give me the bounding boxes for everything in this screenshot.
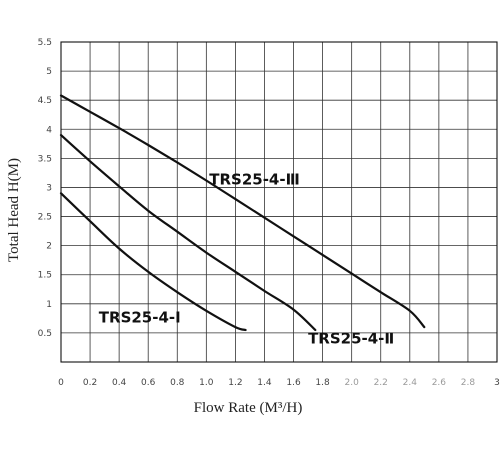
x-tick-label: 1.4: [257, 378, 272, 388]
x-tick-label: 0.6: [141, 378, 156, 388]
x-tick-label: 3: [494, 378, 500, 388]
y-tick-label: 5: [46, 67, 52, 77]
x-tick-label: 2.4: [403, 378, 418, 388]
y-tick-label: 1: [46, 300, 52, 310]
x-tick-label: 1.6: [286, 378, 301, 388]
x-tick-label: 0.4: [112, 378, 127, 388]
x-tick-label: 2.2: [374, 378, 388, 388]
x-tick-label: 2.8: [461, 378, 476, 388]
series-line: [59, 94, 426, 329]
series-labels: TRS25-4-Ⅲ TRS25-4-Ⅱ TRS25-4-Ⅰ: [99, 171, 395, 348]
series-label: TRS25-4-Ⅲ: [209, 171, 300, 189]
series-line: [59, 134, 317, 332]
x-tick-label: 2.6: [432, 378, 447, 388]
y-tick-label: 4: [46, 125, 52, 135]
y-axis-title: Total Head H(M): [6, 158, 22, 262]
x-tick-labels: 0 0.2 0.4 0.6 0.8 1.0 1.2 1.4 1.6 1.8 2.0 2.2 2.4 2.6…: [58, 378, 500, 388]
y-tick-labels: 0.5 1 1.5 2 2.5 3 3.5 4 4.5 5 5.5: [38, 38, 53, 339]
series-label: TRS25-4-Ⅰ: [99, 308, 181, 326]
y-tick-label: 5.5: [38, 38, 52, 48]
curves: [59, 94, 426, 332]
series-line: [59, 192, 247, 332]
x-tick-label: 0: [58, 378, 64, 388]
x-tick-label: 0.8: [170, 378, 185, 388]
series-label: TRS25-4-Ⅱ: [308, 329, 394, 347]
x-tick-label: 1.0: [199, 378, 214, 388]
x-tick-label: 1.2: [228, 378, 242, 388]
y-tick-label: 3: [46, 183, 52, 193]
y-tick-label: 0.5: [38, 329, 52, 339]
y-tick-label: 2: [46, 242, 52, 252]
x-axis-title: Flow Rate (M³/H): [194, 400, 303, 416]
y-tick-label: 4.5: [38, 96, 52, 106]
y-tick-label: 1.5: [38, 271, 52, 281]
x-tick-label: 1.8: [315, 378, 330, 388]
plot-frame: [60, 41, 498, 363]
grid-lines: [61, 42, 497, 362]
x-tick-label: 2.0: [345, 378, 360, 388]
x-tick-label: 0.2: [83, 378, 97, 388]
y-tick-label: 3.5: [38, 154, 52, 164]
y-tick-label: 2.5: [38, 213, 52, 223]
